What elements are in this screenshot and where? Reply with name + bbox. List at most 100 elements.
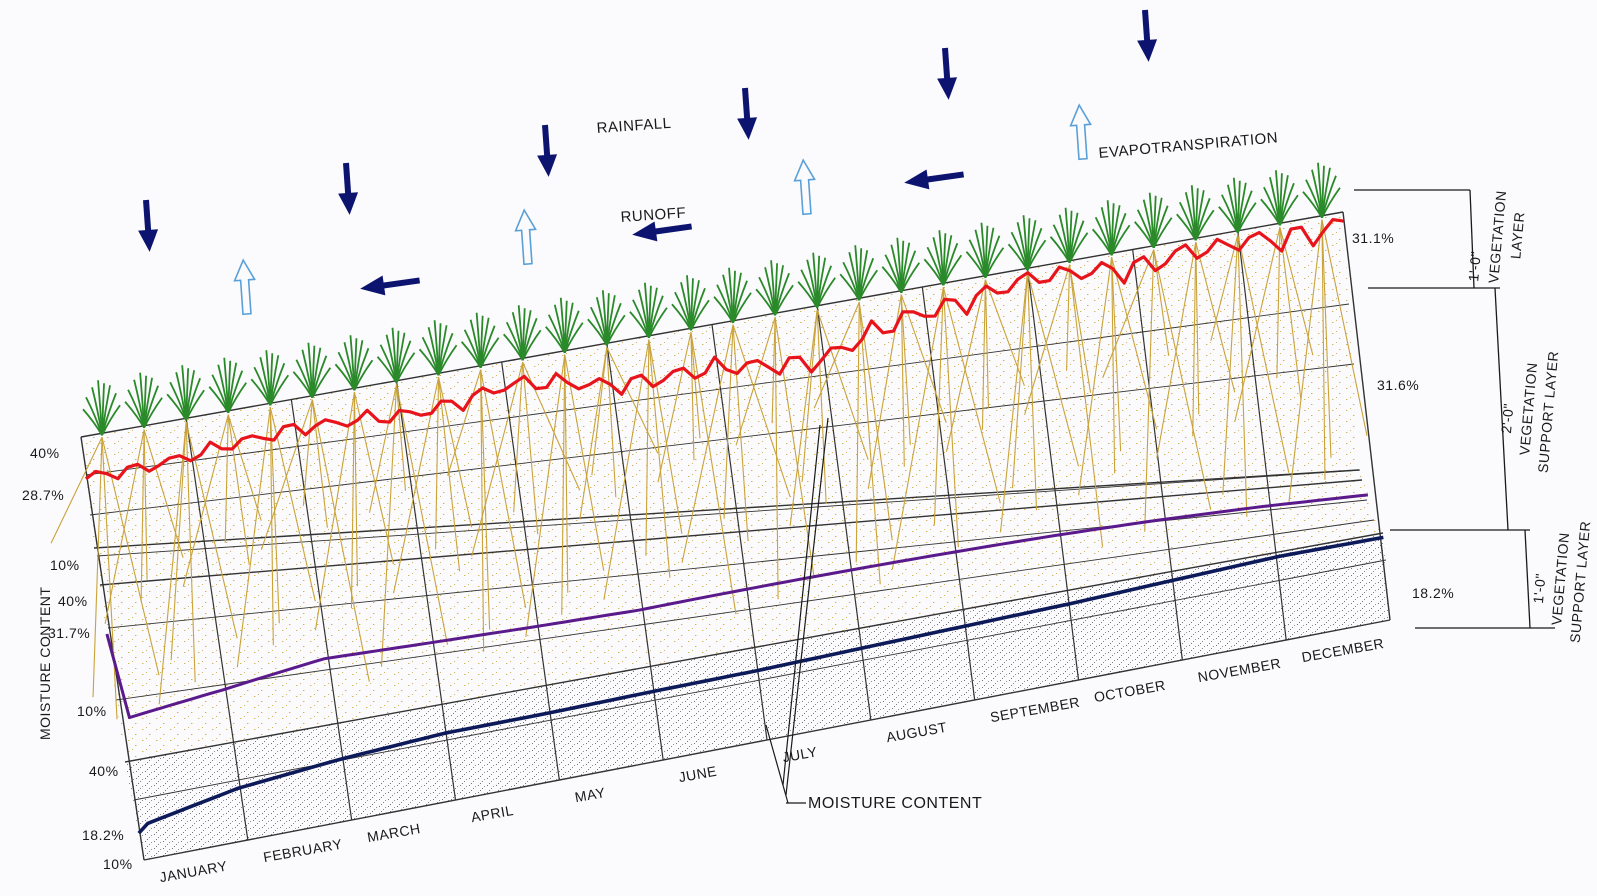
- grass-tuft: [250, 350, 290, 406]
- root-strand: [942, 287, 959, 548]
- month-label: DECEMBER: [1300, 635, 1385, 665]
- grass-blade: [732, 292, 752, 324]
- root-strand: [1279, 227, 1314, 356]
- grass-blade: [1049, 236, 1071, 264]
- root-strand: [1222, 234, 1239, 495]
- grass-blade: [479, 337, 500, 369]
- grass-blade: [816, 277, 836, 309]
- rainfall-arrow: [1137, 9, 1158, 62]
- root-strand: [732, 324, 791, 497]
- grass-tuft: [1007, 215, 1047, 271]
- root-strand: [224, 414, 229, 543]
- arrow-shaft: [343, 162, 352, 200]
- month-label: NOVEMBER: [1197, 655, 1283, 685]
- root-strand: [1153, 249, 1170, 356]
- root-strand: [302, 399, 313, 506]
- root-strand: [1111, 257, 1122, 452]
- root-strand: [774, 317, 815, 578]
- end-value-layer2: 31.6%: [1377, 377, 1419, 393]
- root-strand: [522, 362, 539, 535]
- root-strand: [1144, 249, 1155, 532]
- grass-blade: [1007, 243, 1029, 271]
- curve-layer-2: [105, 493, 1369, 720]
- root-strand: [999, 272, 1029, 533]
- rainfall-label: RAINFALL: [596, 115, 672, 137]
- root-strand: [900, 294, 905, 467]
- sub-line-2: [96, 469, 1361, 557]
- root-strand: [603, 339, 650, 600]
- root-strand: [350, 392, 355, 609]
- root-strand: [480, 369, 485, 652]
- month-divider-2: [290, 399, 353, 821]
- root-strand: [525, 354, 566, 637]
- month-divider-4: [501, 361, 560, 781]
- grass-blade: [334, 363, 356, 391]
- root-strand: [1195, 242, 1200, 415]
- evapotranspiration-arrow: [1069, 103, 1092, 161]
- layer-2-dimension: 2'-0" VEGETATION SUPPORT LAYER: [1498, 350, 1561, 473]
- root-strand: [314, 392, 355, 631]
- root-strand: [606, 347, 617, 498]
- sub-line-4: [115, 519, 1375, 701]
- month-label: AUGUST: [885, 719, 948, 745]
- evapotranspiration-arrow: [793, 158, 816, 216]
- grass-tuft: [839, 245, 878, 301]
- grass-blade: [1321, 187, 1341, 219]
- grass-tuft: [587, 290, 626, 346]
- root-strand: [1276, 227, 1281, 378]
- evapotranspiration-arrow: [514, 208, 537, 266]
- grass-blade: [143, 397, 163, 429]
- sub-line-1: [89, 363, 1355, 516]
- root-strand: [170, 422, 187, 661]
- rainfall-arrow: [537, 124, 558, 177]
- root-strand: [813, 302, 860, 409]
- arrow-head: [904, 169, 930, 190]
- grass-blade: [755, 288, 776, 316]
- grass-blade: [376, 356, 398, 384]
- grass-blade: [82, 408, 103, 436]
- root-strand: [269, 407, 316, 602]
- grass-blade: [648, 307, 668, 339]
- root-strand: [1288, 219, 1323, 502]
- month-divider-7: [816, 305, 872, 721]
- layer-1-thickness: 1'-0": [1465, 250, 1484, 282]
- root-strand: [438, 377, 461, 572]
- right-edge: [1342, 211, 1391, 621]
- grass-tuft: [545, 297, 584, 354]
- root-strand: [1279, 227, 1302, 400]
- root-strand: [606, 347, 659, 454]
- grass-blade: [503, 333, 524, 361]
- band-line-3: [124, 532, 1384, 763]
- root-strand: [185, 422, 196, 683]
- layer-2-fill: [94, 470, 1383, 762]
- month-label: SEPTEMBER: [989, 694, 1081, 726]
- grass-blade: [881, 266, 903, 294]
- grass-blade: [587, 318, 608, 346]
- root-strand: [723, 324, 734, 519]
- grass-blade: [437, 344, 458, 376]
- evapotranspiration-label: EVAPOTRANSPIRATION: [1098, 129, 1279, 162]
- root-strand: [789, 309, 818, 526]
- layer-dimensions: [1354, 189, 1555, 629]
- root-strand: [690, 332, 737, 615]
- grass-tuft: [166, 365, 205, 421]
- grass-blade: [713, 296, 734, 324]
- root-strand: [774, 317, 779, 600]
- runoff-label: RUNOFF: [620, 204, 687, 226]
- arrow-head: [632, 221, 658, 242]
- root-strand: [690, 332, 701, 439]
- arrow-shaft: [923, 171, 965, 183]
- grass-blade: [965, 251, 987, 279]
- grass-blade: [942, 254, 963, 286]
- grass-blade: [1152, 217, 1173, 249]
- grass-blade: [923, 258, 945, 286]
- root-strand: [735, 317, 776, 446]
- y-tick-layer1-bottom: 10%: [50, 557, 80, 573]
- grass-tuft: [755, 260, 794, 316]
- grass-blade: [1194, 209, 1215, 241]
- rainfall-arrow: [338, 162, 359, 215]
- month-label: MAY: [574, 784, 607, 805]
- month-divider-1: [185, 418, 249, 841]
- root-strand: [945, 279, 986, 452]
